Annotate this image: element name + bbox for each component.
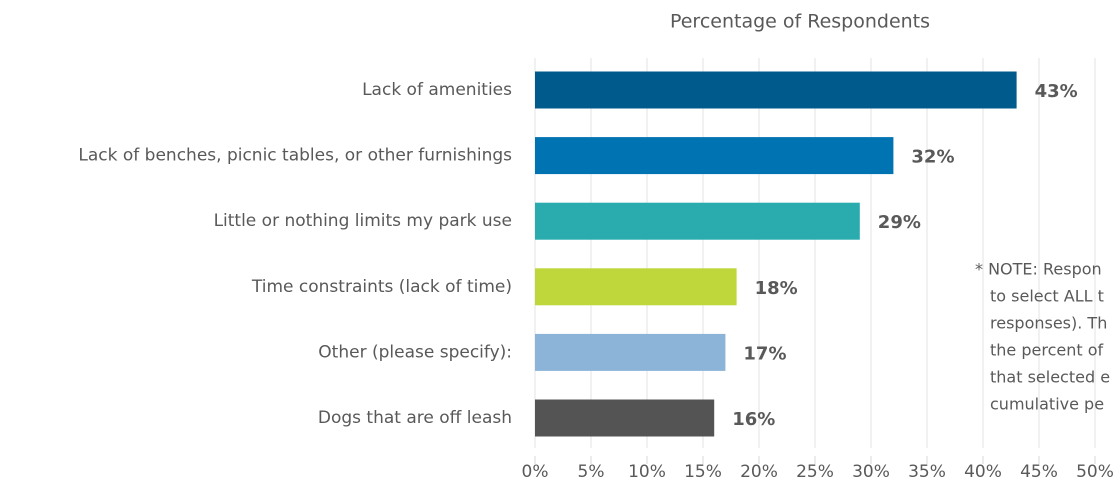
bar [535, 137, 894, 175]
note: * NOTE: Respon [975, 260, 1102, 279]
y-tick-label: Dogs that are off leash [318, 408, 512, 428]
x-tick-label: 15% [684, 462, 722, 482]
bar [535, 268, 737, 306]
note: cumulative pe [990, 395, 1104, 414]
x-tick-label: 10% [628, 462, 666, 482]
y-tick-label: Time constraints (lack of time) [251, 277, 512, 297]
y-tick-label: Lack of benches, picnic tables, or other… [78, 146, 512, 166]
x-tick-label: 5% [578, 462, 605, 482]
x-tick-label: 30% [852, 462, 890, 482]
note: the percent of [990, 341, 1104, 360]
bar [535, 399, 715, 437]
bar [535, 333, 726, 371]
note: responses). Th [990, 314, 1107, 333]
y-tick-label: Lack of amenities [362, 80, 512, 100]
x-tick-label: 25% [796, 462, 834, 482]
value-label: 18% [755, 278, 798, 299]
note: to select ALL t [990, 287, 1104, 306]
x-tick-label: 20% [740, 462, 778, 482]
value-label: 32% [911, 147, 954, 168]
x-tick-label: 0% [522, 462, 549, 482]
value-label: 43% [1035, 81, 1078, 102]
chart-title: Percentage of Respondents [670, 11, 930, 33]
value-label: 16% [732, 409, 775, 430]
x-tick-label: 50% [1076, 462, 1114, 482]
bar [535, 202, 860, 240]
value-label: 29% [878, 212, 921, 233]
note: that selected e [990, 368, 1110, 387]
x-tick-label: 40% [964, 462, 1002, 482]
x-tick-label: 35% [908, 462, 946, 482]
bar [535, 71, 1017, 109]
x-tick-label: 45% [1020, 462, 1058, 482]
y-tick-label: Little or nothing limits my park use [214, 211, 512, 231]
y-tick-label: Other (please specify): [318, 342, 512, 362]
value-label: 17% [743, 343, 786, 364]
